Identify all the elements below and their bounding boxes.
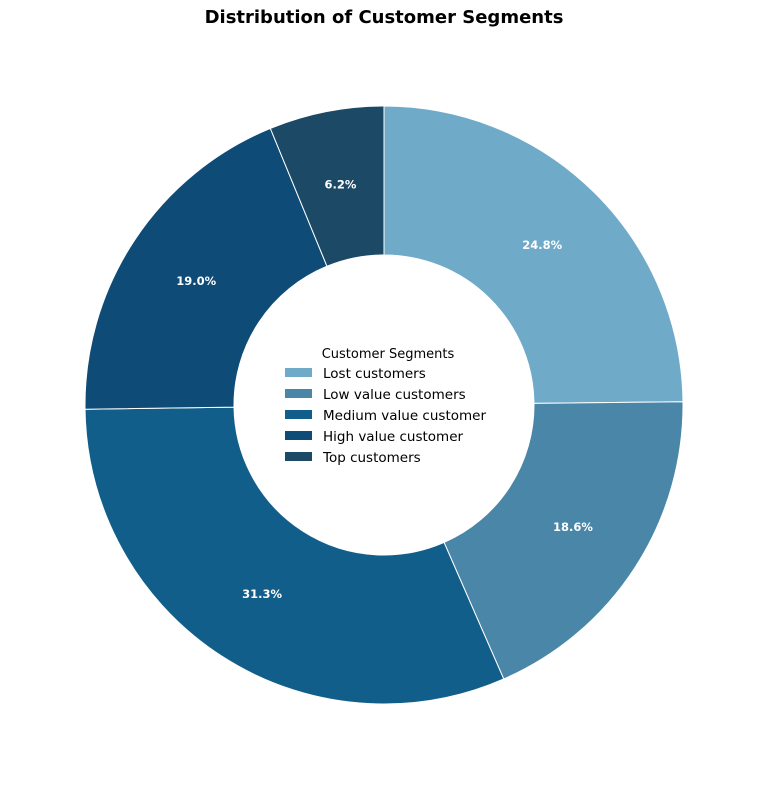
slice-high-value-customer <box>84 127 328 410</box>
slice-label: 18.6% <box>553 520 593 534</box>
legend-title: Customer Segments <box>322 347 455 362</box>
slice-label: 31.3% <box>242 587 282 601</box>
slice-label: 6.2% <box>324 177 356 191</box>
slice-low-value-customers <box>443 401 684 680</box>
legend-label: Lost customers <box>323 366 426 382</box>
slice-lost-customers <box>383 105 684 404</box>
slice-labels-group: 24.8% 18.6% 31.3% 19.0% 6.2% <box>176 177 593 601</box>
legend-swatch <box>285 452 312 461</box>
slice-label: 24.8% <box>522 238 562 252</box>
legend-label: Low value customers <box>323 387 466 403</box>
slice-medium-value-customer <box>84 406 505 705</box>
legend-label: Top customers <box>322 450 421 466</box>
legend-swatch <box>285 368 312 377</box>
legend-swatch <box>285 431 312 440</box>
slice-label: 19.0% <box>176 274 216 288</box>
slices-group <box>84 105 684 705</box>
legend-label: High value customer <box>323 429 464 445</box>
legend-label: Medium value customer <box>323 408 486 424</box>
legend: Customer Segments Lost customers Low valu… <box>285 347 486 466</box>
chart-title: Distribution of Customer Segments <box>204 7 564 28</box>
legend-swatch <box>285 410 312 419</box>
legend-swatch <box>285 389 312 398</box>
slice-top-customers <box>269 105 385 267</box>
